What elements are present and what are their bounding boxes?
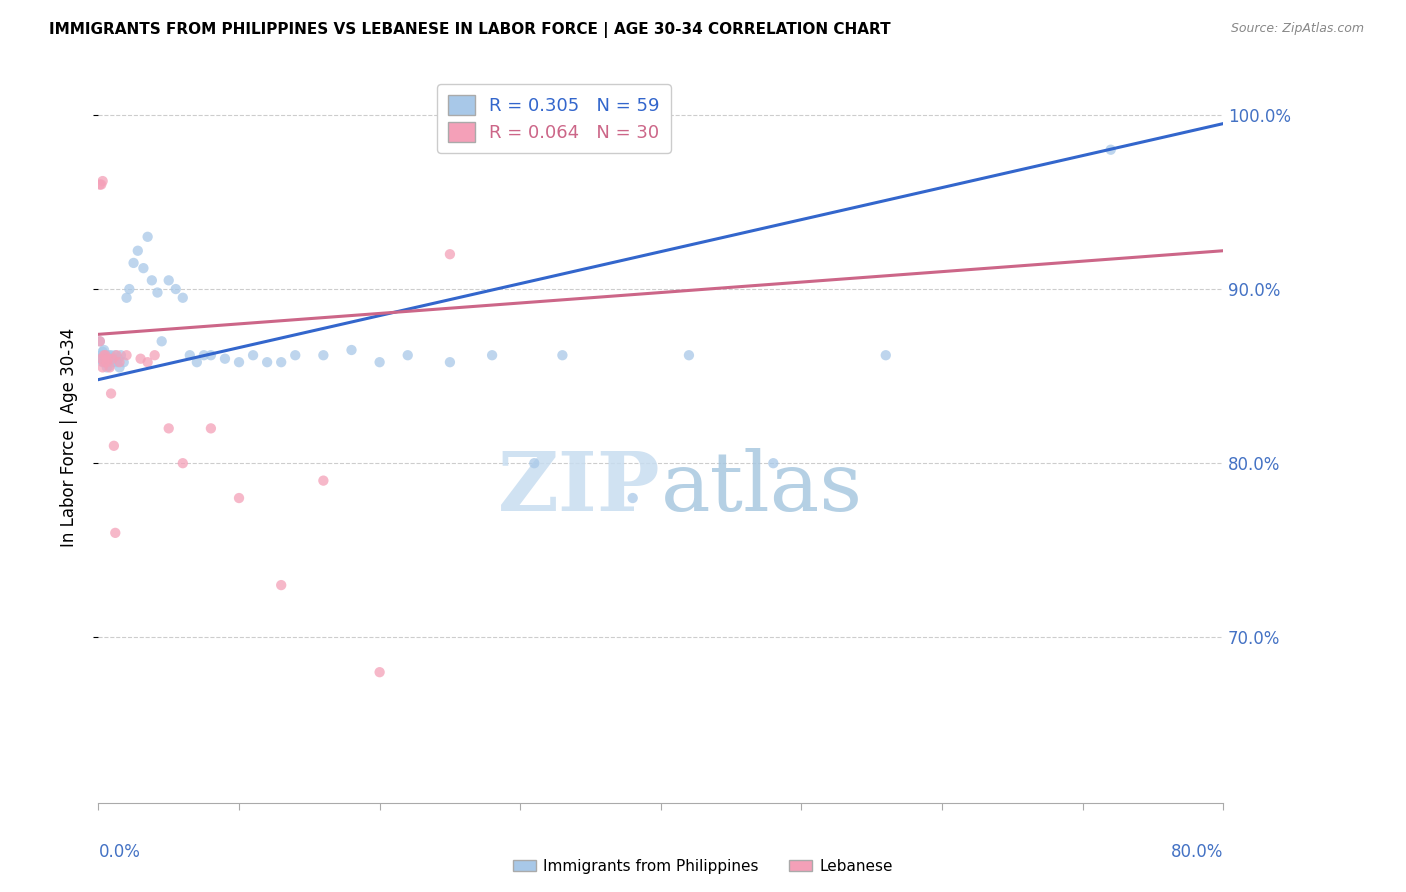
Immigrants from Philippines — [103, 351, 125, 366]
Immigrants from Philippines — [141, 273, 163, 287]
Immigrants from Philippines — [200, 348, 222, 362]
Lebanese — [312, 474, 335, 488]
Immigrants from Philippines — [621, 491, 644, 505]
Lebanese — [104, 525, 127, 540]
Lebanese — [101, 351, 124, 366]
Lebanese — [89, 334, 111, 349]
Immigrants from Philippines — [96, 360, 118, 375]
Lebanese — [200, 421, 222, 435]
Immigrants from Philippines — [172, 291, 194, 305]
Immigrants from Philippines — [150, 334, 173, 349]
Immigrants from Philippines — [396, 348, 419, 362]
Lebanese — [157, 421, 180, 435]
Immigrants from Philippines — [115, 291, 138, 305]
Immigrants from Philippines — [93, 351, 115, 366]
Lebanese — [93, 355, 115, 369]
Y-axis label: In Labor Force | Age 30-34: In Labor Force | Age 30-34 — [59, 327, 77, 547]
Lebanese — [105, 348, 128, 362]
Lebanese — [98, 360, 121, 375]
Lebanese — [94, 348, 117, 362]
Lebanese — [89, 178, 111, 192]
Immigrants from Philippines — [270, 355, 292, 369]
Text: Source: ZipAtlas.com: Source: ZipAtlas.com — [1230, 22, 1364, 36]
Immigrants from Philippines — [93, 343, 115, 357]
Immigrants from Philippines — [91, 355, 114, 369]
Immigrants from Philippines — [439, 355, 461, 369]
Immigrants from Philippines — [312, 348, 335, 362]
Immigrants from Philippines — [284, 348, 307, 362]
Lebanese — [115, 348, 138, 362]
Immigrants from Philippines — [94, 348, 117, 362]
Immigrants from Philippines — [104, 348, 127, 362]
Immigrants from Philippines — [368, 355, 391, 369]
Immigrants from Philippines — [762, 456, 785, 470]
Immigrants from Philippines — [112, 355, 135, 369]
Immigrants from Philippines — [523, 456, 546, 470]
Immigrants from Philippines — [214, 351, 236, 366]
Immigrants from Philippines — [551, 348, 574, 362]
Immigrants from Philippines — [165, 282, 187, 296]
Immigrants from Philippines — [256, 355, 278, 369]
Immigrants from Philippines — [89, 351, 111, 366]
Lebanese — [143, 348, 166, 362]
Lebanese — [103, 439, 125, 453]
Legend: Immigrants from Philippines, Lebanese: Immigrants from Philippines, Lebanese — [506, 853, 900, 880]
Immigrants from Philippines — [136, 229, 159, 244]
Lebanese — [93, 348, 115, 362]
Immigrants from Philippines — [186, 355, 208, 369]
Lebanese — [129, 351, 152, 366]
Immigrants from Philippines — [107, 351, 129, 366]
Immigrants from Philippines — [122, 256, 145, 270]
Immigrants from Philippines — [97, 355, 120, 369]
Immigrants from Philippines — [98, 359, 121, 373]
Immigrants from Philippines — [100, 348, 122, 362]
Lebanese — [91, 174, 114, 188]
Immigrants from Philippines — [96, 351, 118, 366]
Immigrants from Philippines — [89, 334, 111, 349]
Lebanese — [97, 351, 120, 366]
Lebanese — [172, 456, 194, 470]
Lebanese — [91, 360, 114, 375]
Immigrants from Philippines — [678, 348, 700, 362]
Immigrants from Philippines — [110, 348, 132, 362]
Text: atlas: atlas — [661, 449, 863, 528]
Immigrants from Philippines — [108, 360, 131, 375]
Lebanese — [96, 355, 118, 369]
Immigrants from Philippines — [875, 348, 897, 362]
Immigrants from Philippines — [98, 351, 121, 366]
Immigrants from Philippines — [242, 348, 264, 362]
Text: 80.0%: 80.0% — [1171, 843, 1223, 861]
Immigrants from Philippines — [127, 244, 149, 258]
Immigrants from Philippines — [179, 348, 201, 362]
Immigrants from Philippines — [193, 348, 215, 362]
Lebanese — [368, 665, 391, 680]
Lebanese — [270, 578, 292, 592]
Immigrants from Philippines — [90, 348, 112, 362]
Immigrants from Philippines — [101, 355, 124, 369]
Lebanese — [90, 178, 112, 192]
Text: IMMIGRANTS FROM PHILIPPINES VS LEBANESE IN LABOR FORCE | AGE 30-34 CORRELATION C: IMMIGRANTS FROM PHILIPPINES VS LEBANESE … — [49, 22, 891, 38]
Immigrants from Philippines — [481, 348, 503, 362]
Immigrants from Philippines — [97, 348, 120, 362]
Immigrants from Philippines — [146, 285, 169, 300]
Lebanese — [108, 355, 131, 369]
Text: 0.0%: 0.0% — [98, 843, 141, 861]
Immigrants from Philippines — [228, 355, 250, 369]
Legend: R = 0.305   N = 59, R = 0.064   N = 30: R = 0.305 N = 59, R = 0.064 N = 30 — [437, 84, 671, 153]
Immigrants from Philippines — [340, 343, 363, 357]
Immigrants from Philippines — [105, 355, 128, 369]
Immigrants from Philippines — [157, 273, 180, 287]
Immigrants from Philippines — [1099, 143, 1122, 157]
Lebanese — [439, 247, 461, 261]
Lebanese — [136, 355, 159, 369]
Immigrants from Philippines — [91, 344, 114, 359]
Lebanese — [228, 491, 250, 505]
Immigrants from Philippines — [132, 261, 155, 276]
Lebanese — [100, 386, 122, 401]
Lebanese — [90, 351, 112, 366]
Immigrants from Philippines — [118, 282, 141, 296]
Immigrants from Philippines — [94, 355, 117, 369]
Text: ZIP: ZIP — [498, 449, 661, 528]
